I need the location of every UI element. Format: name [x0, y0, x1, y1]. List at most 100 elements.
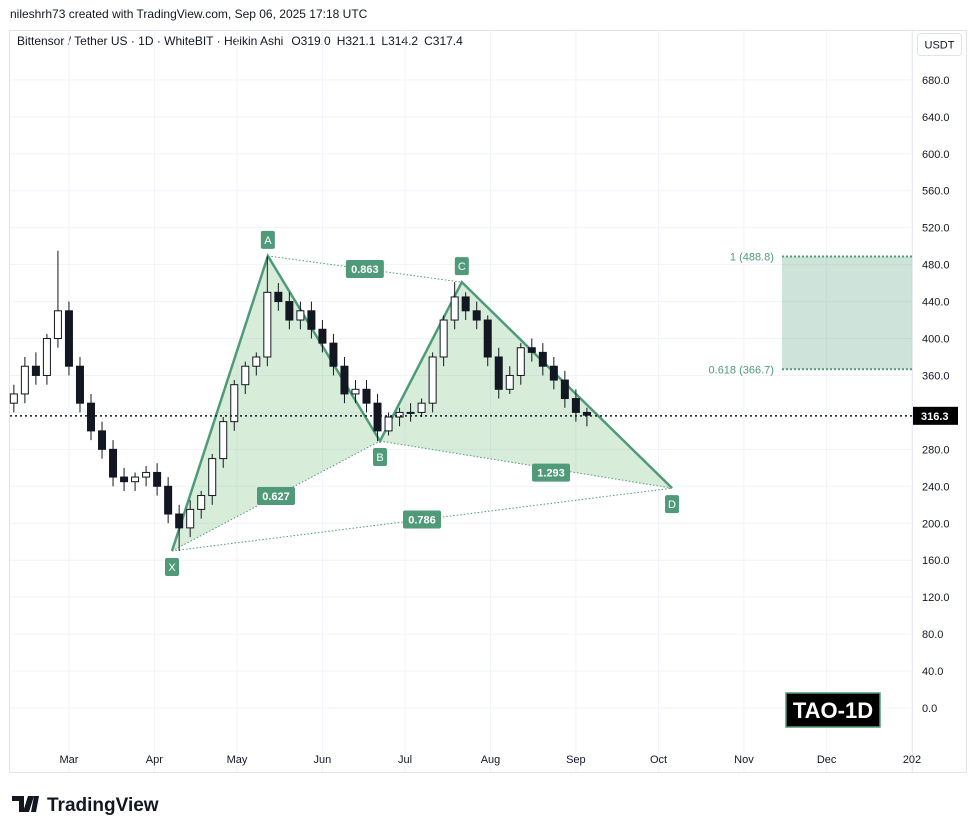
point-label: C — [458, 261, 466, 273]
currency[interactable]: USDT — [925, 40, 955, 52]
candle-body — [274, 291, 283, 303]
pattern-ratio-line — [267, 255, 462, 283]
y-tick-label: 400.0 — [922, 334, 950, 346]
point-label: D — [668, 499, 676, 511]
y-tick-label: 280.0 — [922, 444, 950, 456]
ratio-badge — [532, 463, 571, 482]
candle-body — [307, 310, 316, 330]
candle-body — [53, 310, 62, 340]
candle-body — [461, 296, 470, 312]
candle-body — [428, 356, 437, 404]
y-tick-label: 0.0 — [922, 703, 937, 715]
last-price-box — [913, 406, 958, 425]
candle-body — [505, 374, 514, 390]
ratio-label: 0.786 — [408, 515, 436, 527]
point-badge — [665, 495, 680, 514]
ratio-badge — [256, 487, 295, 506]
candle-body — [175, 513, 184, 529]
candle-body — [263, 291, 272, 358]
candle-body — [549, 365, 558, 381]
candle-body — [494, 356, 503, 390]
x-tick-label: May — [227, 754, 248, 766]
x-tick-label: Nov — [734, 754, 754, 766]
y-tick-label: 520.0 — [922, 223, 950, 235]
x-tick-label: Mar — [59, 754, 78, 766]
candle-body — [186, 508, 195, 529]
candle-body — [208, 458, 217, 497]
x-tick-label: Jun — [314, 754, 332, 766]
candle-body — [483, 319, 492, 358]
candle-body — [538, 351, 547, 367]
candle-body — [75, 365, 84, 404]
y-tick-label: 40.0 — [922, 666, 943, 678]
candle-body — [516, 347, 525, 376]
candle-body — [164, 485, 173, 515]
y-tick-label: 440.0 — [922, 297, 950, 309]
ohlc-value: H321.1 — [337, 34, 376, 48]
pattern-fill — [380, 282, 673, 489]
candle-body — [153, 471, 162, 487]
candle-body — [527, 347, 536, 353]
fib-label: 0.618 (366.7) — [709, 364, 774, 376]
candle-body — [351, 388, 360, 395]
candle-body — [9, 393, 18, 404]
x-tick-label: 202 — [903, 754, 921, 766]
candle-body — [219, 421, 228, 460]
point-badge — [373, 448, 388, 467]
y-tick-label: 200.0 — [922, 518, 950, 530]
ratio-badge — [403, 510, 442, 529]
pattern-ratio-line — [379, 440, 673, 489]
symbol-label: TAO-1D — [793, 698, 873, 723]
candle-body — [406, 411, 415, 414]
ratio-badge — [345, 260, 384, 279]
candle-body — [417, 402, 426, 413]
y-tick-label: 600.0 — [922, 149, 950, 161]
y-tick-label: 120.0 — [922, 592, 950, 604]
candle-body — [64, 310, 73, 367]
candle-body — [439, 319, 448, 358]
candle-body — [472, 310, 481, 321]
pattern-fill — [171, 255, 381, 551]
x-tick-label: Oct — [650, 754, 667, 766]
y-tick-label: 480.0 — [922, 260, 950, 272]
y-tick-label: 640.0 — [922, 112, 950, 124]
x-tick-label: Dec — [817, 754, 837, 766]
candle-body — [230, 384, 239, 423]
ohlc-value: C317.4 — [424, 34, 463, 48]
candle-body — [582, 411, 591, 416]
candle-body — [560, 379, 569, 400]
chart-frame — [9, 30, 967, 773]
chart-title: Bittensor / Tether US · 1D · WhiteBIT · … — [17, 34, 283, 48]
candle-body — [373, 402, 382, 432]
candle-body — [252, 356, 261, 367]
ratio-label: 0.627 — [262, 491, 290, 503]
candle-body — [98, 430, 107, 450]
y-tick-label: 560.0 — [922, 186, 950, 198]
candle-body — [109, 448, 118, 478]
candle-body — [450, 296, 459, 321]
x-tick-label: Apr — [146, 754, 163, 766]
candle-body — [197, 495, 206, 510]
candle-body — [86, 402, 95, 432]
candle-body — [42, 338, 51, 376]
ratio-label: 0.863 — [351, 264, 379, 276]
point-label: B — [376, 452, 383, 464]
candle-body — [142, 471, 151, 478]
y-tick-label: 680.0 — [922, 75, 950, 87]
fib-zone — [781, 256, 912, 370]
candle-body — [20, 365, 29, 395]
candle-body — [285, 301, 294, 321]
point-label: X — [168, 562, 176, 574]
candle-body — [329, 342, 338, 367]
candle-body — [131, 476, 140, 483]
y-tick-label: 360.0 — [922, 370, 950, 382]
y-tick-label: 160.0 — [922, 555, 950, 567]
currency-box[interactable] — [917, 33, 962, 56]
ratio-label: 1.293 — [537, 468, 565, 480]
ohlc-value: O319.0 — [291, 34, 331, 48]
candle-body — [362, 388, 371, 404]
candle-body — [241, 365, 250, 386]
candle-body — [31, 365, 40, 376]
candles — [9, 250, 591, 551]
candle-body — [120, 476, 129, 483]
